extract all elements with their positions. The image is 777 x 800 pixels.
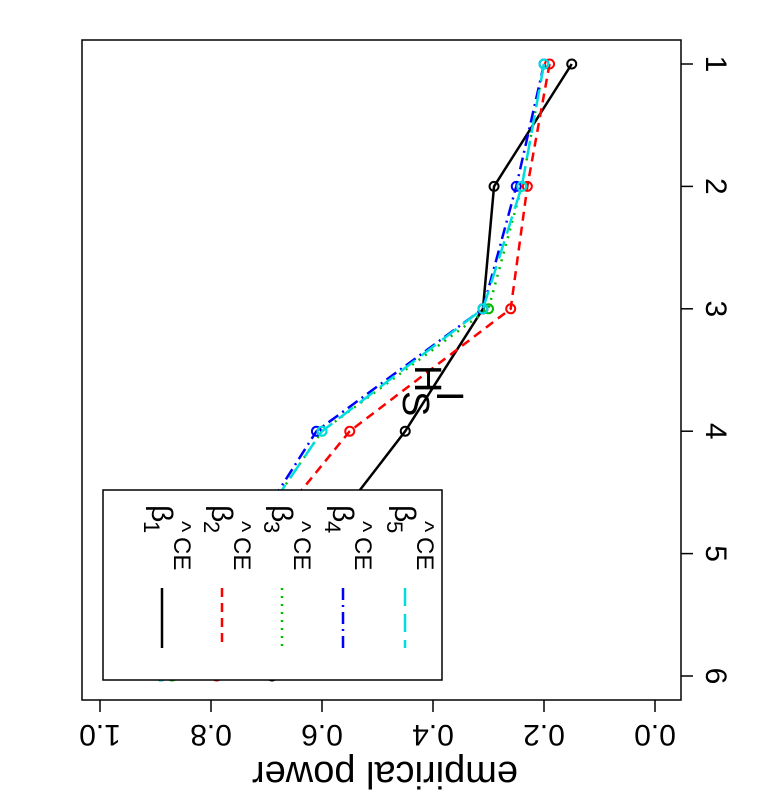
legend-subscript: 3 [259,521,284,533]
series-line-2 [215,63,551,677]
legend-box [102,489,443,681]
legend-superscript: CE [288,537,315,570]
title-subscript: S [394,391,436,416]
x-tick-label: 3 [699,300,732,317]
legend-subscript: 1 [139,521,164,533]
legend-symbol: β [265,505,298,522]
legend-label-4: β4 ^ CE [320,505,376,570]
y-tick-label: 0.6 [301,718,343,751]
series-5-point-4 [316,425,328,437]
series-4-point-2 [510,180,522,192]
series-1-point-2 [488,180,500,192]
legend-symbol: β [145,505,178,522]
y-tick-label: 0.0 [634,718,676,751]
legend-subscript: 5 [382,521,407,533]
legend-hat: ^ [228,521,255,533]
x-tick-label: 1 [699,56,732,73]
series-2-point-2 [521,180,533,192]
x-tick-label: 5 [699,545,732,562]
legend-subscript: 4 [320,521,345,533]
legend-hat: ^ [168,521,195,533]
y-axis-label: empirical power [252,753,518,795]
legend-hat: ^ [411,521,438,533]
y-tick-label: 0.4 [412,718,454,751]
series-2-point-1 [544,58,556,70]
legend-superscript: CE [411,537,438,570]
legend-symbol: β [326,505,359,522]
series-2-point-3 [505,303,517,315]
series-1-point-4 [399,425,411,437]
title-main: H [406,365,448,392]
series-1-point-1 [566,58,578,70]
legend-subscript: 2 [199,521,224,533]
legend-label-5: β5 ^ CE [382,505,438,570]
chart-title: H S I [394,365,470,416]
legend-superscript: CE [168,537,195,570]
y-tick-label: 1.0 [79,718,121,751]
legend-superscript: CE [228,537,255,570]
series-5-point-3 [477,303,489,315]
y-tick-label: 0.2 [523,718,565,751]
x-tick-label: 6 [699,668,732,685]
plot-frame [81,39,682,701]
series-5-point-1 [538,58,550,70]
legend-symbol: β [388,505,421,522]
legend-symbol: β [205,505,238,522]
legend-hat: ^ [349,521,376,533]
title-superscript: I [428,391,470,402]
legend-label-2: β2 ^ CE [199,505,255,570]
series-2-point-4 [344,425,356,437]
x-tick-label: 4 [699,423,732,440]
legend-label-3: β3 ^ CE [259,505,315,570]
y-tick-label: 0.8 [190,718,232,751]
legend-label-1: β1 ^ CE [139,505,195,570]
x-tick-label: 2 [699,178,732,195]
series-5-point-2 [516,180,528,192]
legend-hat: ^ [288,521,315,533]
series-3-point-3 [483,303,494,315]
legend-superscript: CE [349,537,376,570]
